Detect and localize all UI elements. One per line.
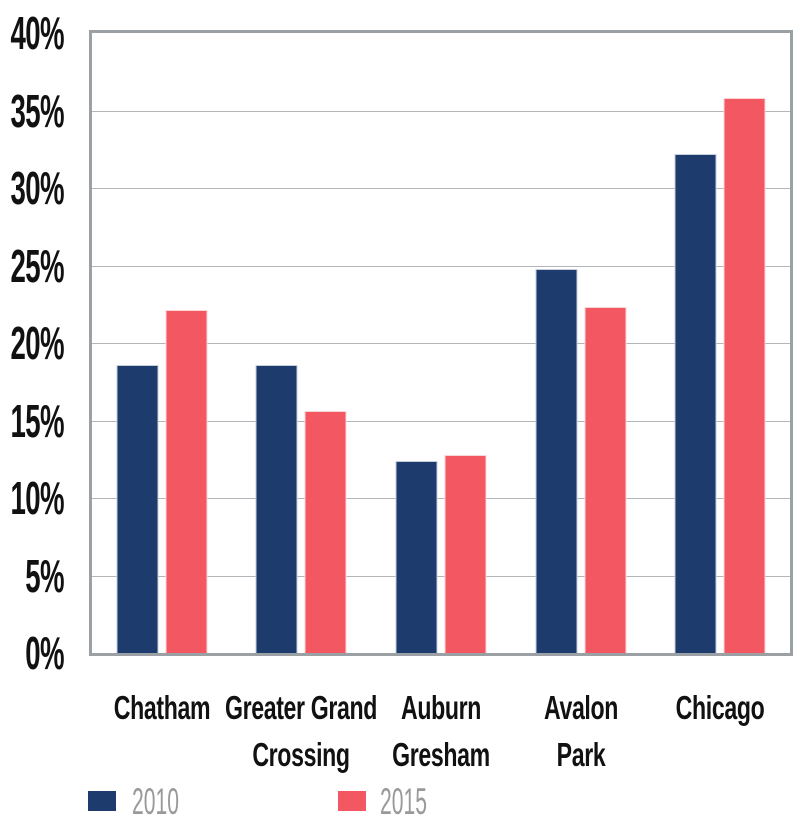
plot-area <box>89 30 793 656</box>
y-tick-label: 30% <box>0 162 65 214</box>
bar-group-chicago <box>674 33 766 653</box>
legend-swatch-2015 <box>338 791 366 811</box>
bar-greater-grand-2010 <box>255 364 298 653</box>
y-tick-label: 20% <box>0 317 65 369</box>
x-category-label: Greater Grand Crossing <box>171 684 431 778</box>
x-category-label: Auburn Gresham <box>311 684 571 778</box>
gridline <box>92 420 790 422</box>
y-tick-text: 20% <box>10 317 65 369</box>
bar-group-greater-grand <box>255 33 347 653</box>
x-category-text: Greater Grand Crossing <box>225 689 378 773</box>
bar-auburn-2015 <box>444 454 487 653</box>
y-tick-text: 0% <box>25 627 64 679</box>
gridline <box>92 498 790 499</box>
y-tick-label: 10% <box>0 472 65 524</box>
y-tick-label: 35% <box>0 84 65 137</box>
bar-chatham-2010 <box>116 364 159 653</box>
gridline <box>92 110 790 112</box>
y-tick-text: 5% <box>25 549 64 602</box>
gridline <box>92 343 790 344</box>
x-category-text: Auburn Gresham <box>392 689 490 773</box>
bar-avalon-2015 <box>584 307 627 653</box>
bar-greater-grand-2015 <box>304 411 347 653</box>
bar-auburn-2010 <box>395 460 438 653</box>
y-tick-text: 15% <box>10 394 65 447</box>
y-tick-label: 15% <box>0 394 65 447</box>
x-category-text: Chatham <box>113 689 211 726</box>
legend-label-text: 2015 <box>380 781 427 822</box>
y-tick-text: 35% <box>10 84 65 137</box>
y-tick-label: 40% <box>0 7 65 59</box>
legend-label-text: 2010 <box>132 781 179 822</box>
bar-group-chatham <box>116 33 208 653</box>
x-category-text: Avalon Park <box>543 689 618 773</box>
legend-label-2010: 2010 <box>132 783 214 821</box>
bar-avalon-2010 <box>535 268 578 653</box>
x-category-label: Chatham <box>32 684 292 731</box>
y-tick-label: 0% <box>0 630 64 676</box>
gridline <box>92 265 790 267</box>
legend-swatch-2010 <box>88 791 116 811</box>
y-tick-text: 30% <box>10 162 65 214</box>
legend-label-2015: 2015 <box>380 783 462 821</box>
bar-chicago-2015 <box>723 98 766 653</box>
x-category-label: Chicago <box>590 684 800 731</box>
y-tick-text: 25% <box>10 239 65 292</box>
gridline <box>92 188 790 189</box>
y-tick-label: 5% <box>0 553 64 599</box>
bar-chicago-2010 <box>674 153 717 653</box>
gridline <box>92 575 790 577</box>
y-tick-label: 25% <box>0 239 65 292</box>
x-category-text: Chicago <box>675 689 765 726</box>
y-tick-text: 40% <box>10 7 65 59</box>
bar-chatham-2015 <box>165 310 208 653</box>
y-tick-text: 10% <box>10 472 65 524</box>
x-category-label: Avalon Park <box>451 684 711 778</box>
bar-group-auburn <box>395 33 487 653</box>
bar-group-avalon <box>535 33 627 653</box>
